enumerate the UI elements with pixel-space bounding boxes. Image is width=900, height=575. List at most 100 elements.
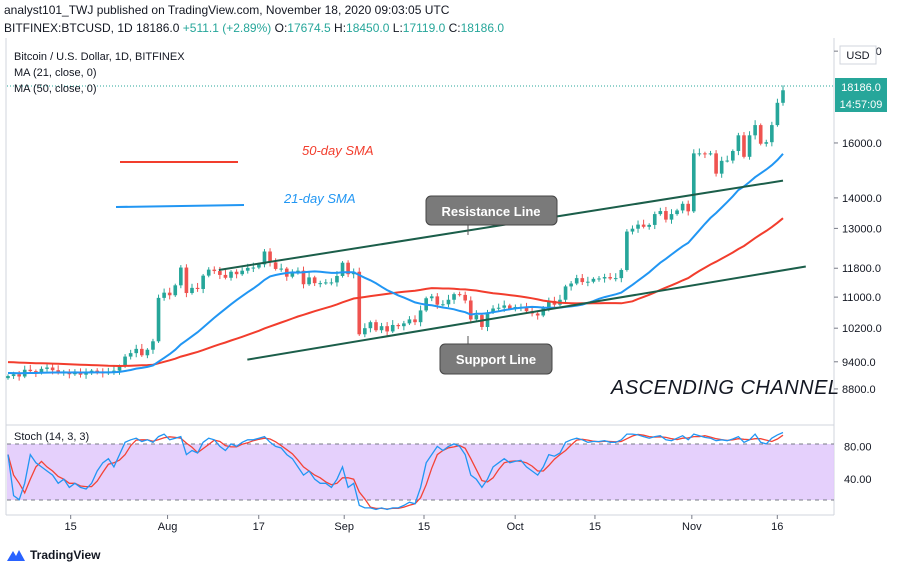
price-tick-label: 10200.0 bbox=[842, 323, 882, 335]
candle-body bbox=[502, 305, 507, 308]
candle-body bbox=[474, 315, 479, 320]
change-value: +511.1 (+2.89%) bbox=[182, 21, 272, 35]
candle-body bbox=[117, 366, 122, 371]
currency-label: USD bbox=[846, 50, 869, 62]
price-axis: 20000.016000.014000.013000.011800.011000… bbox=[834, 46, 882, 486]
candle-body bbox=[162, 292, 166, 298]
candle-body bbox=[574, 278, 579, 284]
candle-body bbox=[11, 374, 16, 377]
candle-body bbox=[669, 214, 674, 220]
candle-body bbox=[128, 353, 133, 357]
candle-body bbox=[396, 324, 401, 327]
candle-body bbox=[719, 160, 724, 174]
published-line: analyst101_TWJ published on TradingView.… bbox=[4, 3, 450, 17]
candle-body bbox=[273, 262, 278, 269]
candle-body bbox=[390, 324, 395, 332]
tradingview-footer[interactable]: TradingView bbox=[6, 548, 100, 562]
candle-body bbox=[6, 376, 10, 379]
price-tick-label: 16000.0 bbox=[842, 138, 882, 150]
resistance-label: Resistance Line bbox=[442, 204, 541, 219]
candle-body bbox=[179, 267, 183, 286]
candle-body bbox=[229, 271, 233, 278]
candle-body bbox=[435, 296, 440, 305]
candle-body bbox=[591, 278, 596, 282]
candle-body bbox=[630, 228, 635, 232]
candle-body bbox=[507, 305, 512, 309]
time-tick-label: 15 bbox=[589, 521, 601, 533]
candle-body bbox=[50, 367, 55, 371]
low-label: L: bbox=[392, 21, 403, 35]
candle-body bbox=[212, 269, 217, 272]
support-callout[interactable]: Support Line bbox=[439, 336, 553, 375]
ma50-line bbox=[7, 217, 784, 368]
candle-body bbox=[714, 153, 718, 174]
countdown-text: 14:57:09 bbox=[840, 99, 883, 111]
candle-body bbox=[407, 319, 412, 324]
sma50-annotation: 50-day SMA bbox=[302, 143, 374, 158]
legend-ma50: MA (50, close, 0) bbox=[14, 83, 97, 95]
candle-body bbox=[318, 283, 323, 285]
low-value: 17119.0 bbox=[402, 21, 446, 35]
candle-body bbox=[385, 326, 389, 332]
stoch-band bbox=[7, 444, 834, 500]
candle-body bbox=[563, 286, 568, 300]
legend-title: Bitcoin / U.S. Dollar, 1D, BITFINEX bbox=[14, 51, 185, 63]
candle-body bbox=[39, 368, 44, 373]
candles-group bbox=[6, 85, 785, 381]
price-tick-label: 14000.0 bbox=[842, 193, 882, 205]
time-tick-label: 15 bbox=[418, 521, 430, 533]
candle-body bbox=[84, 373, 88, 375]
candle-body bbox=[675, 210, 679, 215]
candle-body bbox=[184, 267, 189, 294]
candle-body bbox=[307, 277, 311, 285]
candle-body bbox=[586, 281, 590, 283]
candle-body bbox=[608, 277, 612, 279]
time-tick-label: Aug bbox=[158, 521, 178, 533]
candle-body bbox=[123, 356, 127, 367]
candle-body bbox=[190, 287, 194, 294]
candle-body bbox=[725, 160, 730, 162]
candle-body bbox=[346, 262, 350, 275]
last-price: 18186.0 bbox=[136, 21, 180, 35]
price-tick-label: 9400.0 bbox=[842, 357, 876, 369]
candle-body bbox=[647, 224, 651, 227]
candle-body bbox=[736, 135, 741, 152]
candle-body bbox=[658, 211, 663, 215]
close-label: C: bbox=[448, 21, 461, 35]
candle-body bbox=[547, 300, 551, 309]
last-price-badge-text: 18186.0 bbox=[841, 82, 881, 94]
candle-body bbox=[223, 274, 228, 278]
candle-body bbox=[78, 372, 83, 375]
tradingview-logo-icon bbox=[7, 550, 25, 561]
chart-frame bbox=[5, 38, 835, 516]
open-label: O: bbox=[274, 21, 288, 35]
ma21-line bbox=[7, 153, 784, 375]
resistance-callout[interactable]: Resistance Line bbox=[425, 195, 558, 235]
candle-body bbox=[234, 271, 239, 275]
time-tick-label: 16 bbox=[771, 521, 783, 533]
legend-ma21: MA (21, close, 0) bbox=[14, 67, 97, 79]
time-tick-label: Nov bbox=[682, 521, 702, 533]
stoch-label: Stoch (14, 3, 3) bbox=[14, 431, 89, 443]
last-price-badge bbox=[835, 78, 887, 95]
candle-body bbox=[680, 203, 685, 211]
candle-body bbox=[742, 135, 746, 157]
candle-body bbox=[602, 277, 607, 279]
price-tick-label: 11800.0 bbox=[842, 263, 881, 275]
time-tick-label: 15 bbox=[65, 521, 77, 533]
candle-body bbox=[335, 275, 339, 283]
candle-body bbox=[34, 371, 38, 373]
channel-annotation: ASCENDING CHANNEL bbox=[610, 377, 840, 399]
candle-body bbox=[301, 270, 306, 285]
price-tick-label: 8800.0 bbox=[842, 384, 876, 396]
time-tick-label: 17 bbox=[253, 521, 265, 533]
candle-body bbox=[374, 322, 378, 331]
candle-body bbox=[664, 211, 668, 220]
support-label: Support Line bbox=[456, 352, 536, 367]
candle-body bbox=[329, 282, 334, 284]
footer-brand: TradingView bbox=[30, 548, 101, 562]
candle-body bbox=[703, 153, 707, 155]
currency-badge[interactable] bbox=[839, 45, 877, 65]
candle-body bbox=[775, 102, 780, 126]
